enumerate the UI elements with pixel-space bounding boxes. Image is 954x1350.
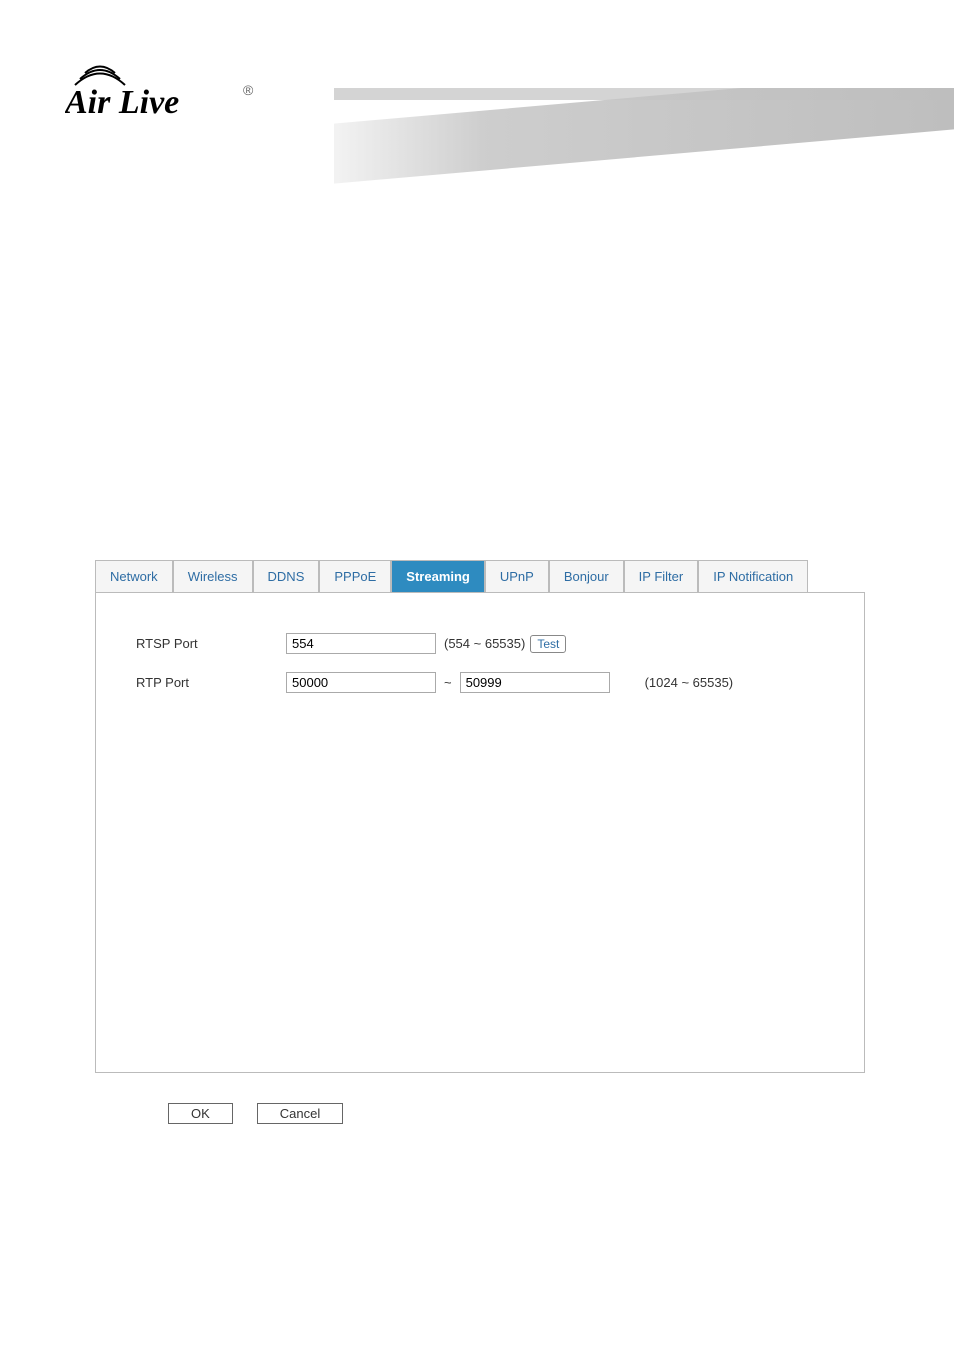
rtp-port-end-input[interactable] [460, 672, 610, 693]
tab-ipfilter[interactable]: IP Filter [624, 560, 699, 592]
tab-bonjour[interactable]: Bonjour [549, 560, 624, 592]
cancel-button[interactable]: Cancel [257, 1103, 343, 1124]
header-banner [334, 88, 954, 188]
rtsp-port-range: (554 ~ 65535) [444, 636, 525, 651]
ok-button[interactable]: OK [168, 1103, 233, 1124]
rtp-port-start-input[interactable] [286, 672, 436, 693]
tab-panel-streaming: RTSP Port (554 ~ 65535) Test RTP Port ~ … [95, 593, 865, 1073]
rtp-port-label: RTP Port [136, 675, 286, 690]
streaming-settings-panel: Network Wireless DDNS PPPoE Streaming UP… [95, 560, 865, 1073]
tab-network[interactable]: Network [95, 560, 173, 592]
logo-text-1: Air [65, 84, 111, 121]
tab-pppoe[interactable]: PPPoE [319, 560, 391, 592]
rtp-port-range: (1024 ~ 65535) [645, 675, 734, 690]
header-region: Air Live ® [0, 0, 954, 200]
action-buttons: OK Cancel [168, 1103, 343, 1124]
rtp-port-separator: ~ [444, 675, 452, 690]
airlive-logo: Air Live ® [65, 55, 265, 115]
registered-mark: ® [243, 82, 254, 98]
tab-wireless[interactable]: Wireless [173, 560, 253, 592]
tab-streaming[interactable]: Streaming [391, 560, 485, 592]
rtsp-port-label: RTSP Port [136, 636, 286, 651]
svg-text:Air Live: Air Live [65, 84, 179, 121]
tab-upnp[interactable]: UPnP [485, 560, 549, 592]
rtsp-port-input[interactable] [286, 633, 436, 654]
rtp-port-row: RTP Port ~ (1024 ~ 65535) [136, 672, 824, 693]
logo-text-2: Live [110, 84, 179, 121]
tab-bar: Network Wireless DDNS PPPoE Streaming UP… [95, 560, 865, 593]
rtsp-test-button[interactable]: Test [530, 635, 566, 653]
tab-ddns[interactable]: DDNS [253, 560, 320, 592]
tab-ipnotification[interactable]: IP Notification [698, 560, 808, 592]
rtsp-port-row: RTSP Port (554 ~ 65535) Test [136, 633, 824, 654]
